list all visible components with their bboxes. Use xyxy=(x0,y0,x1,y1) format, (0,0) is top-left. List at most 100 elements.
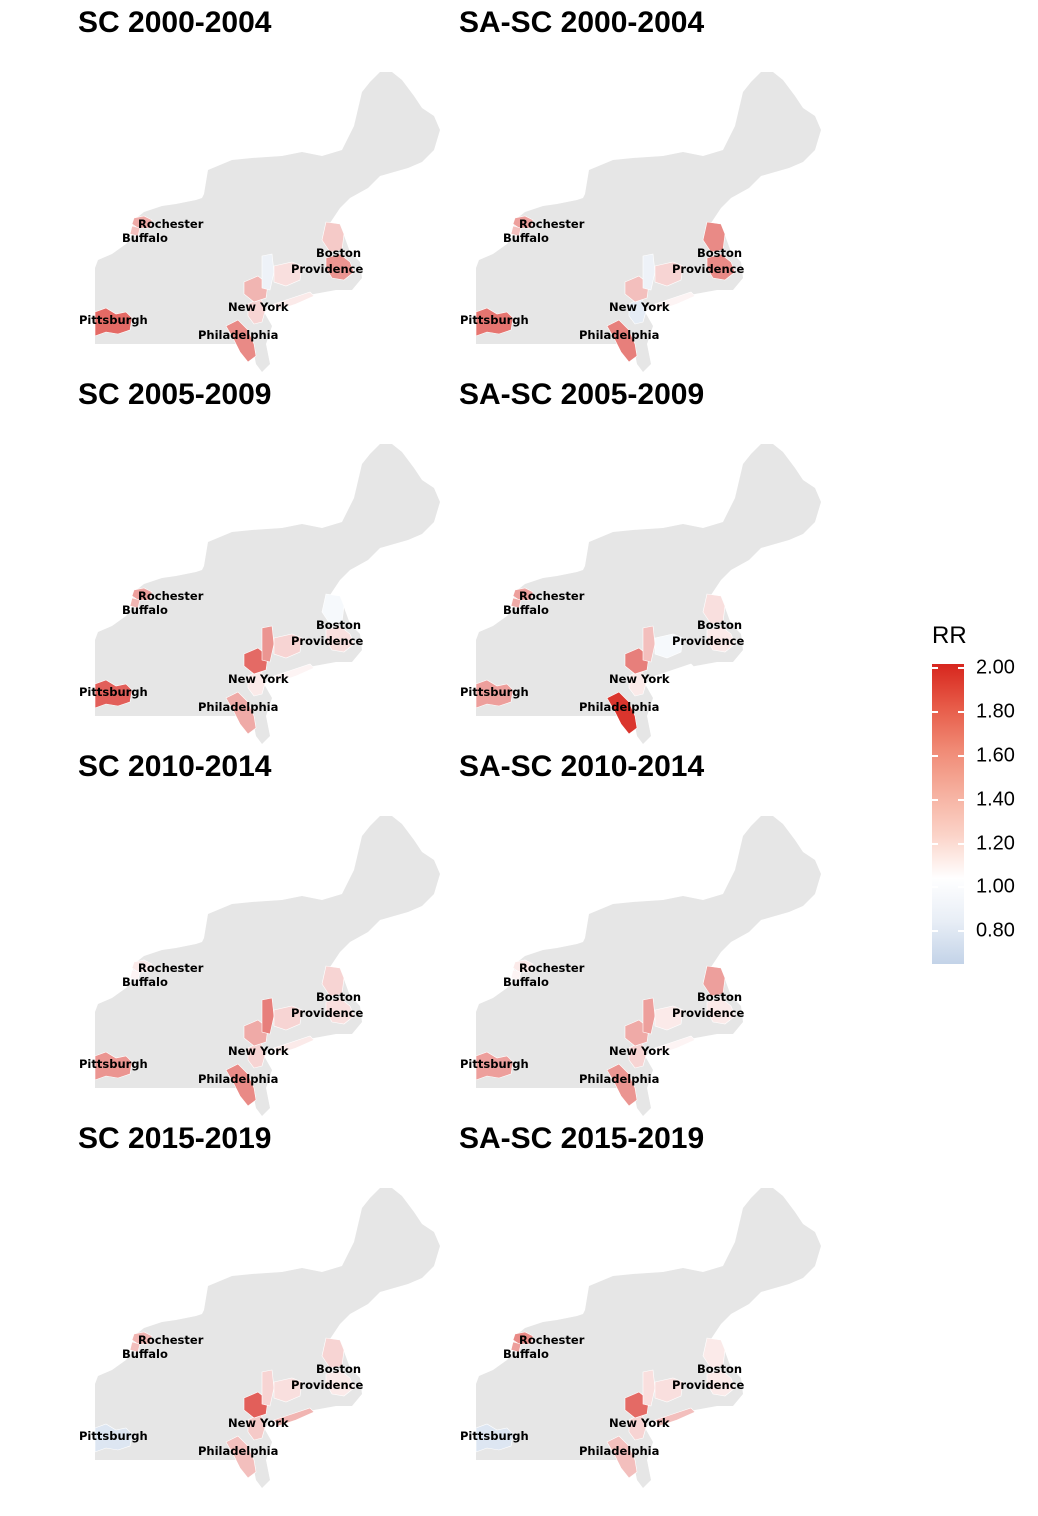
city-label-buffalo: Buffalo xyxy=(503,603,549,617)
city-label-providence: Providence xyxy=(672,1006,744,1020)
city-label-providence: Providence xyxy=(291,1378,363,1392)
map-panel-5: Rochester Buffalo Boston Providence New York… xyxy=(78,744,458,1116)
city-label-rochester: Rochester xyxy=(519,961,585,975)
long-island-region xyxy=(654,1407,696,1427)
pittsburgh-region xyxy=(94,1051,133,1081)
city-label-philadelphia: Philadelphia xyxy=(579,1072,659,1086)
city-label-boston: Boston xyxy=(697,618,742,632)
long-island-region xyxy=(654,1035,696,1055)
city-label-new-york: New York xyxy=(228,300,289,314)
providence-region xyxy=(706,253,736,281)
northeast-land xyxy=(476,1188,821,1488)
hudson-region xyxy=(261,997,275,1035)
northeast-land xyxy=(476,444,821,744)
buffalo-region xyxy=(129,597,141,609)
city-label-providence: Providence xyxy=(291,634,363,648)
buffalo-region xyxy=(510,969,522,981)
city-label-boston: Boston xyxy=(316,1362,361,1376)
city-label-rochester: Rochester xyxy=(138,589,204,603)
boston-region xyxy=(702,965,726,997)
city-label-new-york: New York xyxy=(228,672,289,686)
map-panel-7: Rochester Buffalo Boston Providence New York… xyxy=(78,1116,458,1488)
hudson-region xyxy=(261,625,275,663)
legend-colorbar xyxy=(932,664,964,964)
northeast-land xyxy=(95,1188,440,1488)
long-island-region xyxy=(273,663,315,683)
buffalo-region xyxy=(510,225,522,237)
northeast-land xyxy=(476,816,821,1116)
philadelphia-region xyxy=(225,319,257,363)
city-label-philadelphia: Philadelphia xyxy=(579,700,659,714)
panel-title: SC 2015-2019 xyxy=(78,1122,272,1155)
legend-title: RR xyxy=(932,622,967,649)
city-label-pittsburgh: Pittsburgh xyxy=(460,313,529,327)
city-label-philadelphia: Philadelphia xyxy=(198,1072,278,1086)
providence-region xyxy=(706,1369,736,1397)
legend-tick-label: 0.80 xyxy=(976,919,1015,942)
buffalo-region xyxy=(129,225,141,237)
pittsburgh-region xyxy=(94,1423,133,1453)
hudson-region xyxy=(642,253,656,291)
philadelphia-region xyxy=(606,691,638,735)
map-panel-2: Rochester Buffalo Boston Providence New York… xyxy=(459,0,839,372)
philadelphia-region xyxy=(225,691,257,735)
city-label-boston: Boston xyxy=(697,246,742,260)
long-island-region xyxy=(273,291,315,311)
rochester-region xyxy=(512,959,534,973)
providence-region xyxy=(706,625,736,653)
rochester-region xyxy=(512,587,534,601)
long-island-region xyxy=(273,1035,315,1055)
city-label-buffalo: Buffalo xyxy=(122,975,168,989)
city-label-new-york: New York xyxy=(609,300,670,314)
map-panel-8: Rochester Buffalo Boston Providence New York… xyxy=(459,1116,839,1488)
northeast-land xyxy=(476,72,821,372)
city-label-rochester: Rochester xyxy=(519,589,585,603)
pittsburgh-region xyxy=(475,679,514,709)
hudson-region xyxy=(642,1369,656,1407)
city-label-buffalo: Buffalo xyxy=(503,975,549,989)
providence-region xyxy=(325,625,355,653)
buffalo-region xyxy=(510,597,522,609)
pittsburgh-region xyxy=(475,307,514,337)
city-label-pittsburgh: Pittsburgh xyxy=(79,1057,148,1071)
connecticut-region xyxy=(654,1377,684,1403)
rochester-region xyxy=(131,215,153,229)
city-label-pittsburgh: Pittsburgh xyxy=(460,685,529,699)
panel-title: SA-SC 2000-2004 xyxy=(459,6,705,39)
city-label-providence: Providence xyxy=(291,262,363,276)
hudson-region xyxy=(261,1369,275,1407)
connecticut-region xyxy=(654,261,684,287)
map-panel-6: Rochester Buffalo Boston Providence New York… xyxy=(459,744,839,1116)
map-panel-3: Rochester Buffalo Boston Providence New York… xyxy=(78,372,458,744)
legend-tick-label: 1.60 xyxy=(976,744,1015,767)
rochester-region xyxy=(512,1331,534,1345)
hudson-region xyxy=(261,253,275,291)
rochester-region xyxy=(131,959,153,973)
panel-title: SC 2000-2004 xyxy=(78,6,272,39)
city-label-buffalo: Buffalo xyxy=(122,231,168,245)
long-island-region xyxy=(654,291,696,311)
city-label-new-york: New York xyxy=(609,1044,670,1058)
hudson-region xyxy=(642,625,656,663)
pittsburgh-region xyxy=(475,1423,514,1453)
rochester-region xyxy=(512,215,534,229)
providence-region xyxy=(706,997,736,1025)
philadelphia-region xyxy=(225,1063,257,1107)
city-label-rochester: Rochester xyxy=(138,217,204,231)
boston-region xyxy=(321,221,345,253)
panel-title: SC 2010-2014 xyxy=(78,750,272,783)
rr-legend: RR 2.00 1.80 1.60 1.40 1.20 1.00 0.80 xyxy=(928,620,1038,980)
city-label-philadelphia: Philadelphia xyxy=(198,700,278,714)
philadelphia-region xyxy=(606,319,638,363)
city-label-pittsburgh: Pittsburgh xyxy=(460,1429,529,1443)
pittsburgh-region xyxy=(94,307,133,337)
city-label-providence: Providence xyxy=(672,262,744,276)
panel-title: SA-SC 2010-2014 xyxy=(459,750,705,783)
connecticut-region xyxy=(273,1377,303,1403)
